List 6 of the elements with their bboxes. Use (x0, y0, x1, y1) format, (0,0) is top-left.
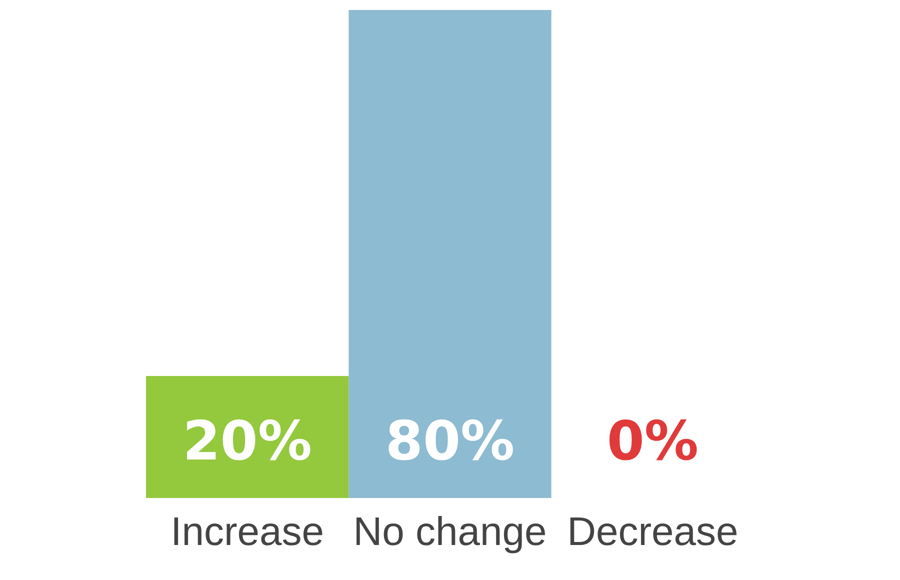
x-tick-label: Decrease (567, 510, 738, 554)
x-tick-label: No change (353, 510, 547, 554)
x-tick-label: Increase (170, 510, 324, 554)
data-label: 0% (606, 410, 699, 472)
data-label: 20% (182, 410, 312, 472)
data-label: 80% (385, 410, 515, 472)
